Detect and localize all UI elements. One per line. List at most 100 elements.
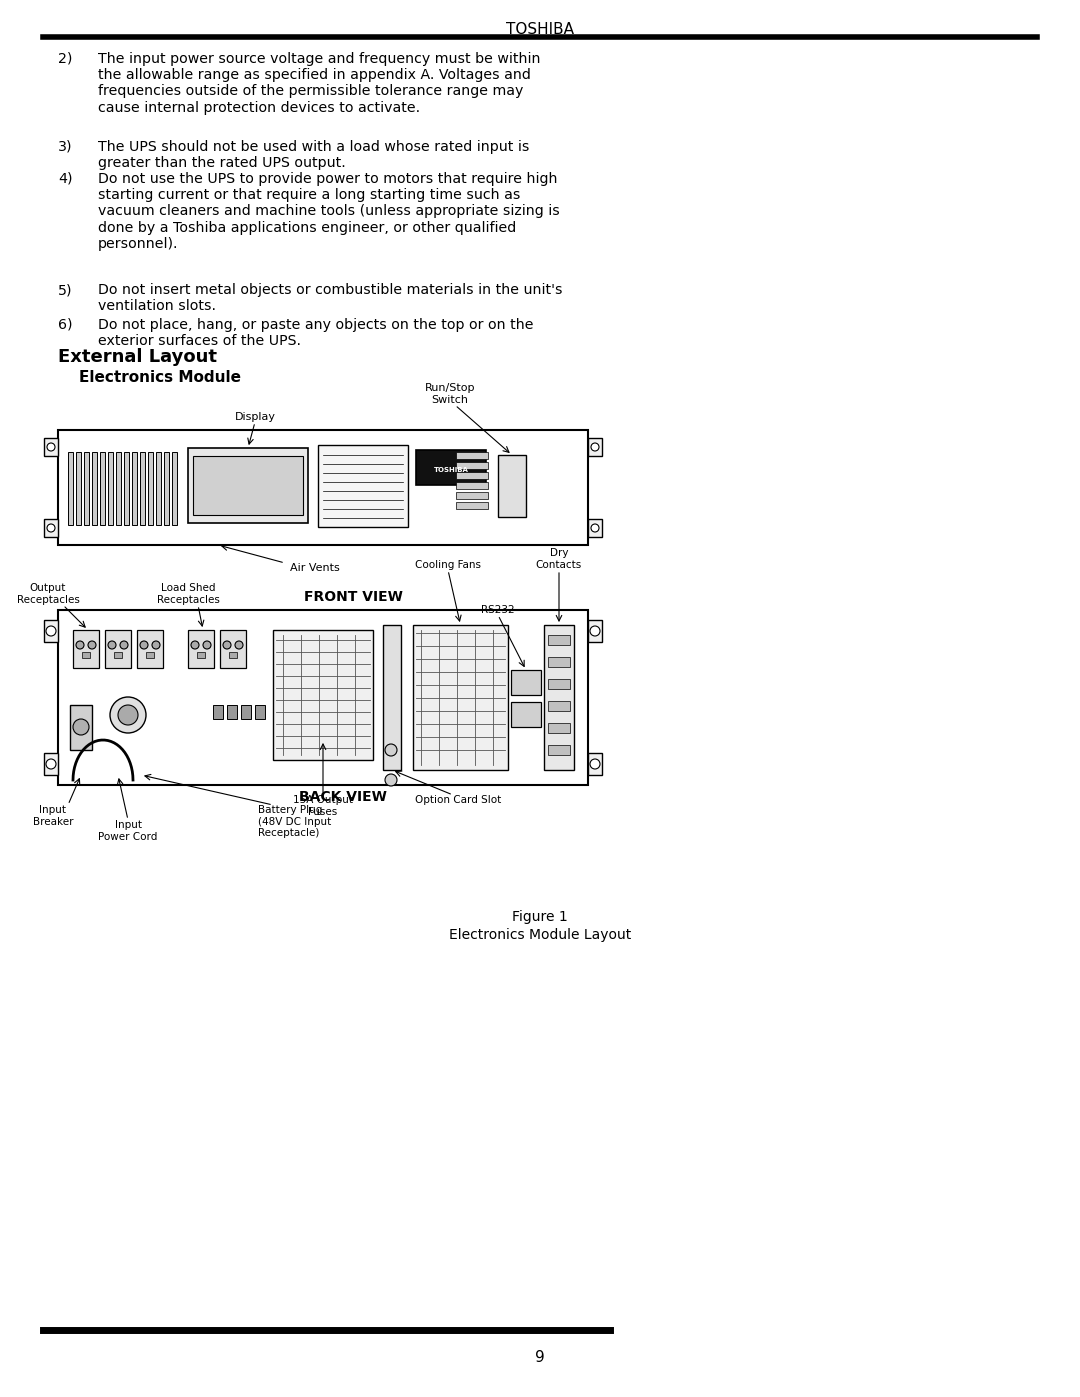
Bar: [456, 462, 488, 469]
Bar: [58, 610, 588, 785]
Bar: [548, 745, 570, 754]
Bar: [197, 652, 205, 658]
Bar: [68, 453, 73, 525]
Bar: [188, 448, 308, 522]
Bar: [132, 453, 137, 525]
Circle shape: [73, 719, 89, 735]
Bar: [220, 630, 246, 668]
Bar: [588, 520, 602, 536]
Text: Electronics Module: Electronics Module: [58, 370, 241, 386]
Bar: [456, 502, 488, 509]
Bar: [146, 652, 154, 658]
Bar: [140, 453, 145, 525]
Circle shape: [48, 443, 55, 451]
Circle shape: [87, 641, 96, 650]
Bar: [511, 703, 541, 726]
Circle shape: [120, 641, 129, 650]
Text: The input power source voltage and frequency must be within
the allowable range : The input power source voltage and frequ…: [98, 52, 540, 115]
Text: Do not insert metal objects or combustible materials in the unit's
ventilation s: Do not insert metal objects or combustib…: [98, 284, 563, 313]
Text: Input
Power Cord: Input Power Cord: [98, 820, 158, 841]
Bar: [241, 705, 251, 719]
Bar: [255, 705, 265, 719]
Circle shape: [118, 705, 138, 725]
Bar: [548, 679, 570, 689]
Circle shape: [384, 745, 397, 756]
Bar: [273, 630, 373, 760]
Bar: [114, 652, 122, 658]
Circle shape: [152, 641, 160, 650]
Text: Load Shed
Receptacles: Load Shed Receptacles: [157, 584, 219, 605]
Circle shape: [590, 759, 600, 768]
Bar: [73, 630, 99, 668]
Bar: [588, 439, 602, 455]
Circle shape: [235, 641, 243, 650]
Circle shape: [48, 524, 55, 532]
Bar: [416, 450, 486, 485]
Text: 2): 2): [58, 52, 72, 66]
Bar: [456, 472, 488, 479]
Bar: [44, 439, 58, 455]
Text: Do not use the UPS to provide power to motors that require high
starting current: Do not use the UPS to provide power to m…: [98, 172, 559, 251]
Text: Run/Stop
Switch: Run/Stop Switch: [424, 383, 475, 405]
Text: 5): 5): [58, 284, 72, 298]
Bar: [164, 453, 168, 525]
Bar: [227, 705, 237, 719]
Bar: [76, 453, 81, 525]
Bar: [70, 705, 92, 750]
Circle shape: [384, 774, 397, 787]
Circle shape: [110, 697, 146, 733]
Circle shape: [222, 641, 231, 650]
Bar: [548, 701, 570, 711]
Bar: [588, 753, 602, 775]
Text: External Layout: External Layout: [58, 348, 217, 366]
Circle shape: [591, 443, 599, 451]
Bar: [588, 620, 602, 643]
Text: Output
Receptacles: Output Receptacles: [16, 584, 80, 605]
Bar: [44, 753, 58, 775]
Bar: [498, 455, 526, 517]
Circle shape: [591, 524, 599, 532]
Text: 3): 3): [58, 140, 72, 154]
Text: Figure 1: Figure 1: [512, 909, 568, 923]
Bar: [544, 624, 573, 770]
Text: RS232: RS232: [482, 605, 515, 615]
Text: Cooling Fans: Cooling Fans: [415, 560, 481, 570]
Text: The UPS should not be used with a load whose rated input is
greater than the rat: The UPS should not be used with a load w…: [98, 140, 529, 170]
Bar: [124, 453, 129, 525]
Bar: [413, 624, 508, 770]
Bar: [116, 453, 121, 525]
Bar: [188, 630, 214, 668]
Bar: [318, 446, 408, 527]
Circle shape: [590, 626, 600, 636]
Text: 6): 6): [58, 319, 72, 332]
Circle shape: [191, 641, 199, 650]
Bar: [511, 671, 541, 694]
Circle shape: [46, 759, 56, 768]
Bar: [105, 630, 131, 668]
Text: Option Card Slot: Option Card Slot: [415, 795, 501, 805]
Bar: [383, 624, 401, 770]
Text: Dry
Contacts: Dry Contacts: [536, 549, 582, 570]
Circle shape: [46, 626, 56, 636]
Circle shape: [203, 641, 211, 650]
Text: BACK VIEW: BACK VIEW: [299, 789, 387, 805]
Bar: [84, 453, 89, 525]
Text: 9: 9: [535, 1350, 545, 1365]
Text: 4): 4): [58, 172, 72, 186]
Text: 15A Output
Fuses: 15A Output Fuses: [293, 795, 353, 817]
Circle shape: [108, 641, 116, 650]
Bar: [44, 620, 58, 643]
Bar: [548, 636, 570, 645]
Text: TOSHIBA: TOSHIBA: [433, 467, 469, 472]
Bar: [44, 520, 58, 536]
Bar: [108, 453, 113, 525]
Circle shape: [76, 641, 84, 650]
Text: Electronics Module Layout: Electronics Module Layout: [449, 928, 631, 942]
Bar: [456, 453, 488, 460]
Circle shape: [140, 641, 148, 650]
Bar: [213, 705, 222, 719]
Bar: [172, 453, 177, 525]
Text: Battery Plug
(48V DC Input
Receptacle): Battery Plug (48V DC Input Receptacle): [258, 805, 332, 838]
Text: FRONT VIEW: FRONT VIEW: [303, 590, 403, 604]
Text: Input
Breaker: Input Breaker: [32, 805, 73, 827]
